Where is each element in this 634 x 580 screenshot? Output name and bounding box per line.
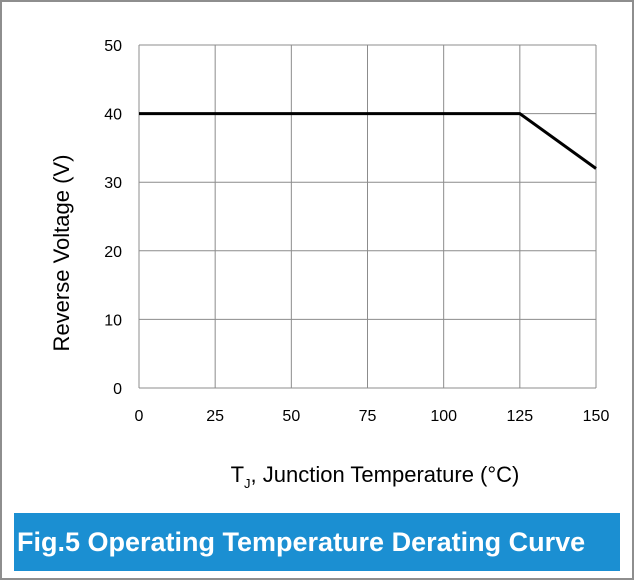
x-tick-label: 100 — [430, 408, 457, 425]
y-axis-label: Reverse Voltage (V) — [49, 155, 74, 352]
x-tick-label: 75 — [359, 408, 377, 425]
derating-chart: 0 25 50 75 100 125 150 0 10 20 30 40 50 Reverse Vol… — [49, 38, 610, 491]
x-axis-label-subscript: J — [244, 476, 251, 491]
y-tick-label: 0 — [113, 381, 122, 398]
derating-curve-line — [139, 112, 597, 170]
figure-caption: Fig.5 Operating Temperature Derating Cur… — [14, 513, 620, 571]
y-tick-label: 20 — [104, 244, 122, 261]
x-tick-label: 0 — [135, 408, 144, 425]
x-tick-labels: 0 25 50 75 100 125 150 — [135, 408, 610, 425]
y-tick-label: 30 — [104, 175, 122, 192]
y-tick-label: 40 — [104, 107, 122, 124]
x-axis-label-rest: , Junction Temperature (°C) — [251, 462, 520, 487]
grid-lines — [138, 44, 597, 389]
x-tick-label: 50 — [282, 408, 300, 425]
x-tick-label: 125 — [506, 408, 533, 425]
x-tick-label: 25 — [206, 408, 224, 425]
y-tick-label: 10 — [104, 312, 122, 329]
x-axis-label: TJ, Junction Temperature (°C) — [231, 462, 520, 491]
y-tick-labels: 0 10 20 30 40 50 — [104, 38, 122, 398]
series-layer — [139, 112, 597, 170]
x-axis-label-main: T — [231, 462, 244, 487]
y-tick-label: 50 — [104, 38, 122, 55]
x-tick-label: 150 — [583, 408, 610, 425]
